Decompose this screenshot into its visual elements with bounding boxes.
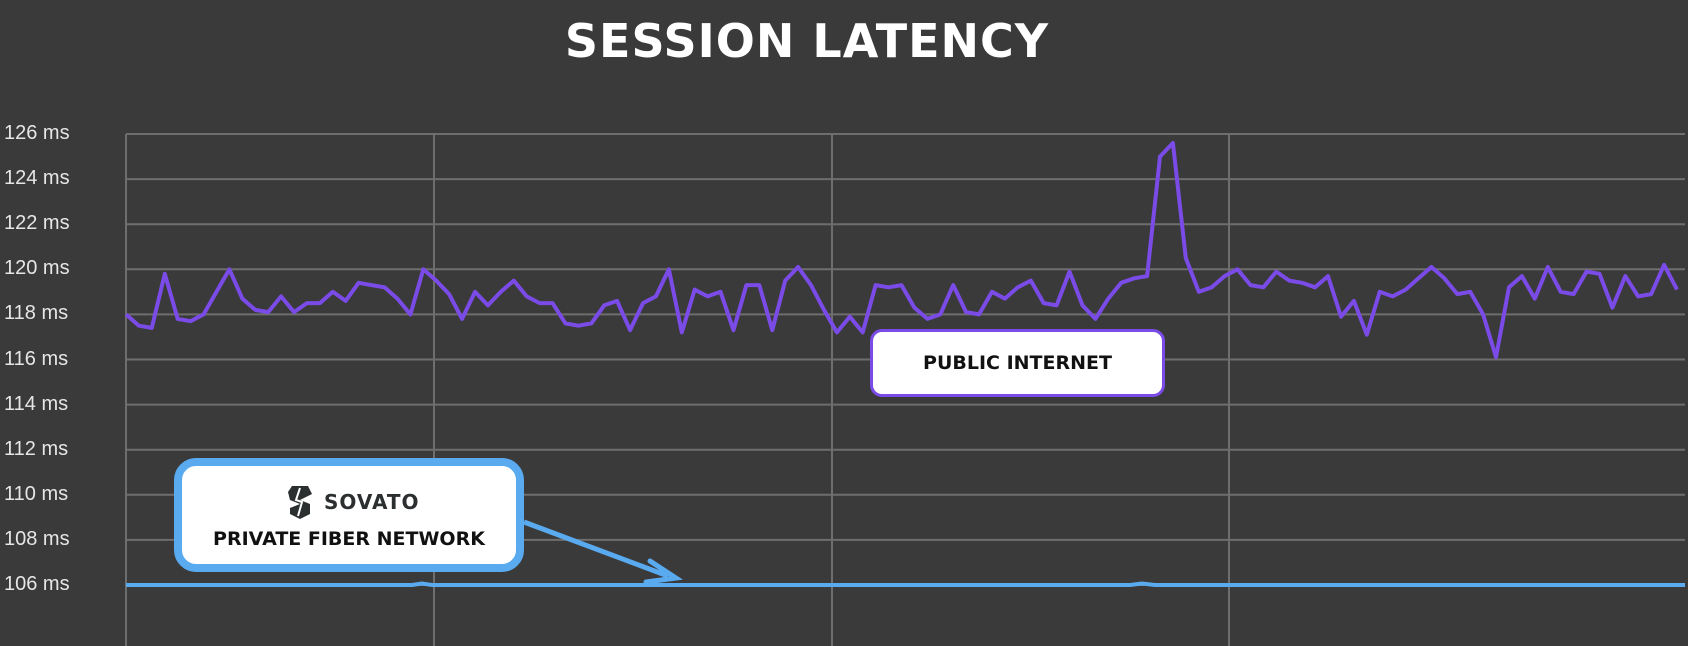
y-tick-label: 120 ms [4,257,70,280]
y-tick-label: 126 ms [4,122,70,144]
y-tick-label: 112 ms [4,437,69,460]
y-tick-label: 124 ms [4,167,70,190]
y-tick-label: 110 ms [4,482,69,505]
public-internet-series-line [124,141,1679,360]
private-fiber-series-line [126,581,1685,587]
y-tick-label: 108 ms [4,527,70,550]
callout-arrow [523,519,669,579]
sovato-logo-icon [288,486,312,519]
y-tick-label: 114 ms [4,392,69,415]
y-tick-label: 116 ms [4,347,69,370]
public-internet-callout: PUBLIC INTERNET [870,329,1165,397]
private-fiber-callout: SOVATO PRIVATE FIBER NETWORK [174,458,524,572]
private-fiber-label: PRIVATE FIBER NETWORK [213,528,485,550]
sovato-brand-text: SOVATO [324,490,420,514]
y-tick-label: 122 ms [4,212,70,235]
sovato-logo: SOVATO [286,484,420,520]
y-tick-label: 118 ms [4,302,69,325]
arrow-head-icon [643,558,683,585]
public-internet-label: PUBLIC INTERNET [923,352,1112,374]
y-tick-label: 106 ms [4,573,70,595]
chart-title: SESSION LATENCY [564,14,1050,68]
